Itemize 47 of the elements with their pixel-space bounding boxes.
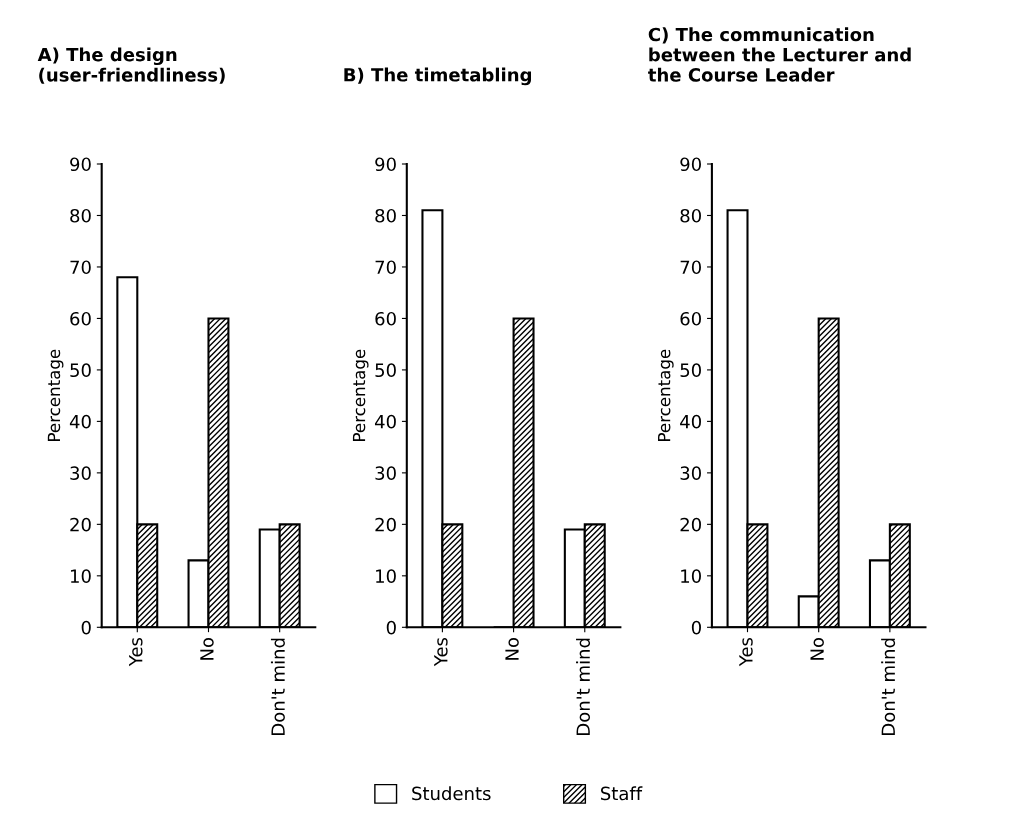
y-tick-label: 60 xyxy=(680,311,701,326)
x-tick-label: Yes xyxy=(129,637,143,667)
y-tick-label: 60 xyxy=(375,311,396,326)
x-tick-label: Yes xyxy=(434,637,448,667)
y-tick-label: 60 xyxy=(70,311,91,326)
y-tick-label: 0 xyxy=(691,620,701,635)
y-tick-label: 40 xyxy=(680,414,701,429)
x-tick-label: No xyxy=(200,638,214,660)
y-tick-label: 30 xyxy=(375,466,396,480)
y-tick-label: 10 xyxy=(376,569,396,583)
y-tick-label: 10 xyxy=(681,569,701,583)
y-tick-label: 80 xyxy=(375,208,396,223)
y-tick-label: 50 xyxy=(375,363,396,378)
y-axis-title: Percentage xyxy=(658,349,674,441)
y-tick-label: 80 xyxy=(680,208,701,223)
y-tick-label: 90 xyxy=(70,157,91,172)
y-tick-label: 0 xyxy=(386,620,396,635)
x-tick-label: No xyxy=(810,638,824,660)
y-tick-label: 40 xyxy=(69,414,91,429)
y-tick-label: 20 xyxy=(375,517,396,532)
x-tick-label: No xyxy=(505,638,519,660)
chart-title: B) The timetabling xyxy=(344,67,531,86)
y-tick-label: 0 xyxy=(81,620,91,635)
y-tick-label: 50 xyxy=(680,363,701,378)
legend-label: Students xyxy=(412,786,491,801)
y-tick-label: 50 xyxy=(70,363,91,378)
y-tick-label: 90 xyxy=(375,157,396,172)
y-axis-title: Percentage xyxy=(352,349,369,441)
y-tick-label: 30 xyxy=(680,466,701,480)
x-tick-label: Don't mind xyxy=(270,638,285,735)
y-tick-label: 70 xyxy=(375,260,396,275)
y-tick-label: 10 xyxy=(70,569,91,583)
y-tick-label: 90 xyxy=(680,157,701,172)
y-tick-label: 80 xyxy=(70,208,91,223)
y-axis-title: Percentage xyxy=(47,349,64,441)
x-tick-label: Don't mind xyxy=(881,638,896,735)
y-tick-label: 30 xyxy=(70,466,91,480)
x-tick-label: Yes xyxy=(739,637,753,667)
y-tick-label: 70 xyxy=(680,260,701,275)
y-tick-label: 40 xyxy=(374,414,396,429)
y-tick-label: 20 xyxy=(70,517,91,532)
chart-title: A) The design (user-friendliness) xyxy=(37,47,225,84)
y-tick-label: 70 xyxy=(70,260,91,275)
x-tick-label: Don't mind xyxy=(576,638,591,735)
chart-title: C) The communication between the Lecturer and the Course Leader xyxy=(648,27,911,82)
legend-label: Staff xyxy=(601,786,643,801)
y-tick-label: 20 xyxy=(680,517,701,532)
